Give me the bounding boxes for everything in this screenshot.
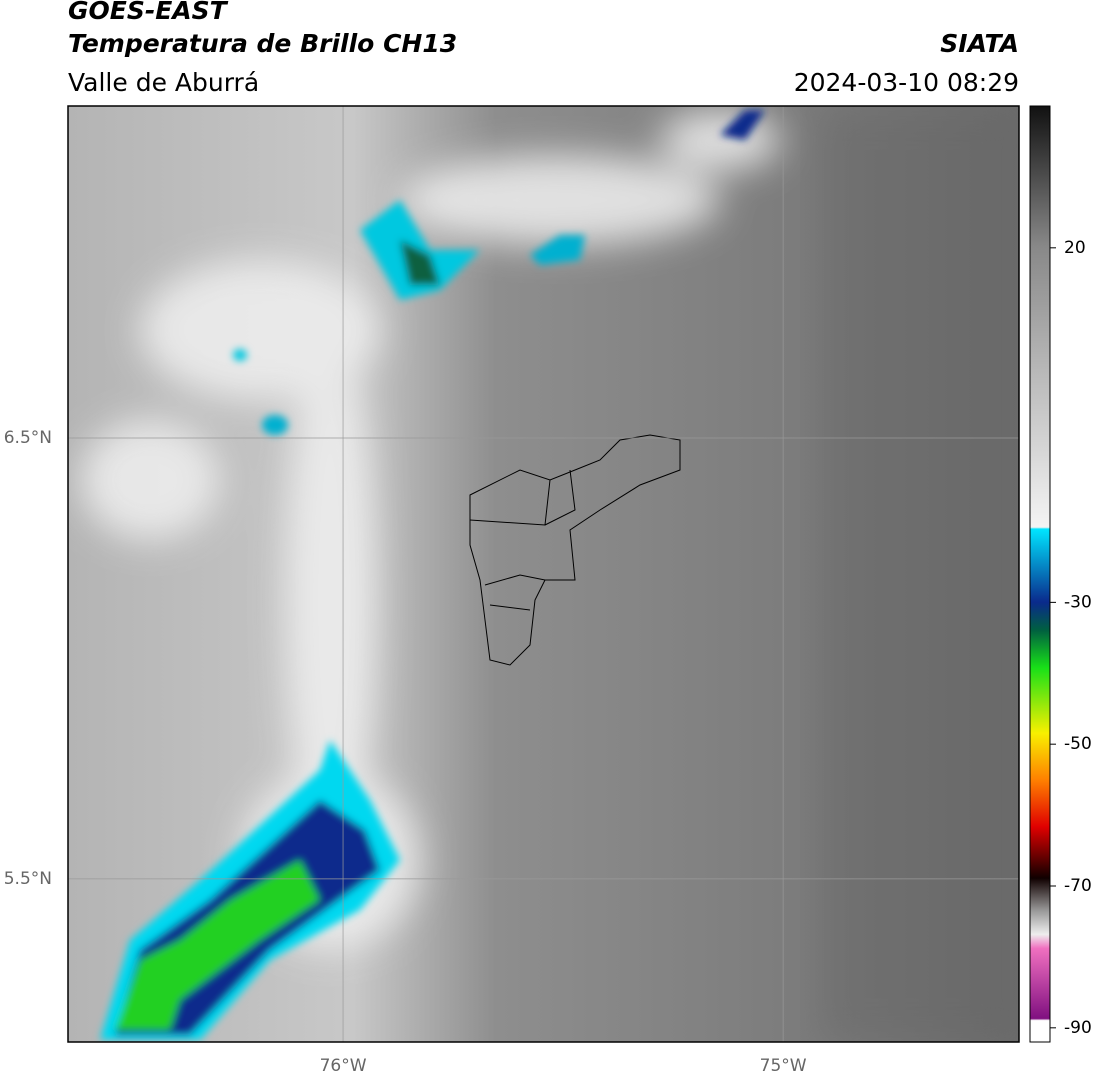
subtitle: Temperatura de Brillo CH13 <box>68 29 457 58</box>
x-tick-label: 76°W <box>320 1056 367 1076</box>
y-tick-label: 5.5°N <box>4 869 52 889</box>
colorbar-tick-label: 20 <box>1064 238 1086 258</box>
x-tick-label: 75°W <box>760 1056 807 1076</box>
y-tick-label: 6.5°N <box>4 428 52 448</box>
region: Valle de Aburrá <box>68 68 259 97</box>
title: GOES-EAST <box>68 0 229 25</box>
colorbar-tick-label: -70 <box>1064 876 1092 896</box>
source: SIATA <box>940 29 1019 58</box>
datetime: 2024-03-10 08:29 <box>794 68 1019 97</box>
map-frame <box>67 105 1020 1043</box>
colorbar-tick-label: -30 <box>1064 592 1092 612</box>
colorbar <box>1029 105 1051 1043</box>
map-image <box>68 106 1019 1042</box>
colorbar-tick-label: -50 <box>1064 734 1092 754</box>
colorbar-tick-label: -90 <box>1064 1018 1092 1038</box>
